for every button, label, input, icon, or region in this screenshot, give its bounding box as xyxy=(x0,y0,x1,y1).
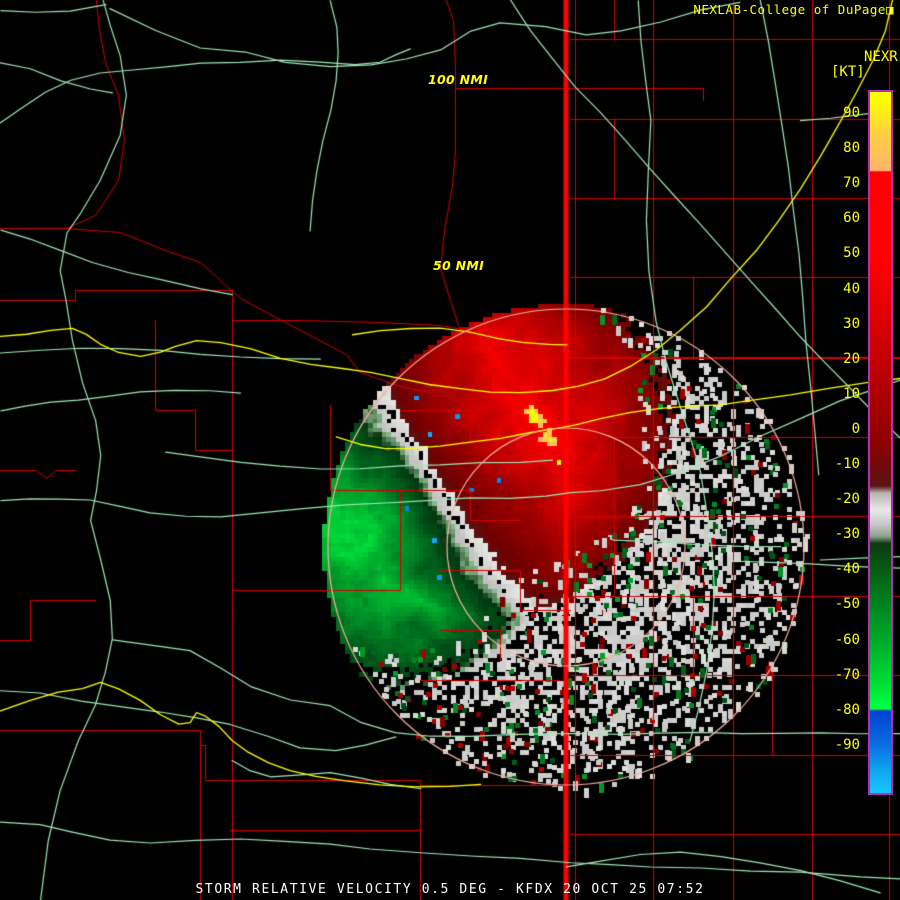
legend-title: NEXR xyxy=(864,49,898,65)
range-ring-label-100: 100 NMI xyxy=(428,72,489,87)
legend-color-bar xyxy=(868,90,893,795)
legend-tick-minus60: -60 xyxy=(834,631,860,648)
attribution-label: NEXLAB-College of DuPage◨ xyxy=(693,2,894,17)
legend-tick-50: 50 xyxy=(843,245,860,262)
status-bar: STORM RELATIVE VELOCITY 0.5 DEG - KFDX 2… xyxy=(195,882,705,897)
legend-tick-minus40: -40 xyxy=(834,561,860,578)
legend-tick-80: 80 xyxy=(843,140,860,157)
legend-tick-minus10: -10 xyxy=(834,456,860,472)
legend-tick-10: 10 xyxy=(843,385,860,402)
legend-tick-70: 70 xyxy=(843,175,860,192)
cod-logo-icon: ◨ xyxy=(885,2,894,17)
legend-tick-0: 0 xyxy=(851,420,860,437)
legend-tick-minus50: -50 xyxy=(834,596,860,613)
attribution-text: NEXLAB-College of DuPage xyxy=(693,2,886,17)
legend-tick-20: 20 xyxy=(843,350,860,367)
legend-tick-minus30: -30 xyxy=(834,526,860,543)
legend-tick-90: 90 xyxy=(843,105,860,121)
legend-tick-40: 40 xyxy=(843,280,860,297)
color-scale-legend: NEXR [KT] 90 80 70 60 50 40 30 20 10 0 -10 -20 -30 -4… xyxy=(820,44,900,814)
legend-unit-label: [KT] xyxy=(831,64,865,80)
legend-tick-minus80: -80 xyxy=(834,701,860,718)
legend-tick-60: 60 xyxy=(843,210,860,227)
legend-tick-minus20: -20 xyxy=(834,491,860,508)
legend-tick-minus70: -70 xyxy=(834,666,860,683)
legend-tick-minus90: -90 xyxy=(834,736,860,753)
legend-tick-30: 30 xyxy=(843,315,860,332)
range-ring-label-50: 50 NMI xyxy=(433,258,485,273)
